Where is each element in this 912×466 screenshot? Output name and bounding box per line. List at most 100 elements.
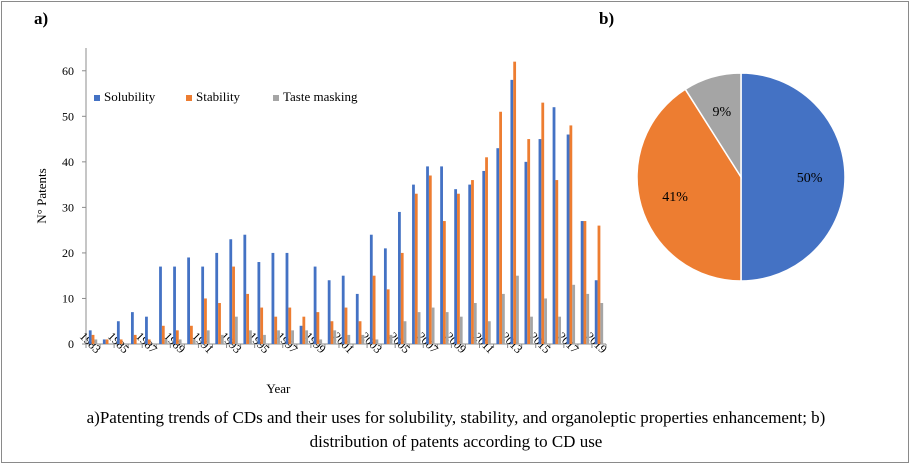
pie-slice-3 [684, 72, 742, 180]
y-tick-label: 50 [62, 109, 74, 123]
bar-stability-2002 [358, 321, 362, 344]
bar-taste-masking-1993 [234, 316, 238, 344]
y-tick-label: 10 [62, 291, 74, 305]
bar-solubility-2008 [440, 166, 443, 344]
bar-taste-masking-2009 [459, 316, 463, 344]
bar-stability-2011 [485, 157, 488, 344]
bar-stability-2013 [513, 61, 517, 345]
bar-solubility-2011 [482, 170, 486, 344]
bar-taste-masking-1988 [164, 339, 168, 344]
bar-taste-masking-1998 [305, 330, 309, 344]
bar-taste-masking-2008 [445, 312, 449, 344]
bar-solubility-2014 [524, 161, 528, 344]
bar-solubility-2015 [538, 139, 542, 344]
bar-taste-masking-2013 [516, 275, 519, 344]
bar-stability-2010 [471, 180, 474, 344]
bar-stability-1988 [161, 325, 165, 344]
bar-stability-2017 [569, 125, 573, 345]
y-tick-label: 0 [68, 337, 74, 351]
bar-taste-masking-2002 [361, 334, 365, 344]
bar-stability-1983 [91, 334, 95, 344]
pie-slice-1 [740, 72, 846, 282]
bar-stability-2006 [414, 193, 418, 344]
bar-stability-1987 [147, 339, 151, 344]
bar-solubility-2006 [412, 184, 415, 344]
bar-stability-1984 [105, 339, 109, 344]
bar-stability-1995 [260, 307, 264, 344]
bar-taste-masking-2017 [572, 284, 576, 344]
bar-stability-2005 [400, 252, 404, 344]
bar-solubility-1986 [130, 312, 134, 344]
pie-chart: 50% 41% 9% [636, 72, 846, 282]
bar-solubility-1991 [201, 266, 205, 344]
bar-solubility-2016 [552, 107, 556, 344]
bar-stability-1996 [274, 316, 278, 344]
bar-stability-1986 [133, 334, 137, 344]
bar-solubility-1989 [173, 266, 176, 344]
bar-taste-masking-2011 [487, 321, 491, 344]
bar-solubility-1998 [299, 325, 303, 344]
pie-label: 41% [662, 190, 688, 205]
bar-taste-masking-2010 [473, 303, 477, 344]
legend-label: Solubility [104, 89, 156, 104]
bar-stability-1994 [246, 293, 250, 344]
bar-taste-masking-1995 [263, 334, 266, 344]
bar-solubility-2010 [468, 184, 472, 344]
bar-stability-1997 [288, 307, 292, 344]
bar-taste-masking-2001 [347, 334, 351, 344]
bar-taste-masking-1994 [249, 330, 252, 344]
bar-taste-masking-2000 [333, 330, 337, 344]
bar-stability-2003 [372, 275, 376, 344]
bar-taste-masking-1990 [192, 339, 196, 344]
bar-taste-masking-1989 [178, 339, 182, 344]
legend-label: Stability [196, 89, 241, 104]
bar-solubility-2007 [426, 166, 429, 344]
pie-label: 9% [713, 105, 732, 120]
bar-stability-1993 [232, 266, 235, 344]
bar-chart-bars [88, 61, 604, 345]
bar-solubility-1984 [102, 339, 106, 344]
y-tick-label: 60 [62, 64, 74, 78]
bar-chart: 0102030405060198319851987198919911993199… [34, 48, 610, 396]
pie-label: 50% [797, 171, 823, 186]
bar-stability-1989 [175, 330, 179, 344]
panel-label-b: b) [599, 9, 615, 28]
bar-stability-2018 [583, 221, 587, 344]
bar-solubility-1996 [271, 252, 275, 344]
caption-line-1: a)Patenting trends of CDs and their uses… [86, 408, 826, 427]
bar-solubility-1987 [145, 316, 148, 344]
y-tick-label: 20 [62, 246, 74, 260]
legend: Solubility Stability Taste masking [94, 89, 358, 104]
bar-taste-masking-2006 [417, 312, 421, 344]
bar-taste-masking-1999 [319, 339, 323, 344]
bar-solubility-1997 [285, 252, 289, 344]
bar-taste-masking-1991 [206, 330, 210, 344]
bar-solubility-1992 [215, 252, 219, 344]
bar-solubility-2005 [398, 211, 401, 344]
bar-stability-1992 [218, 303, 221, 344]
bar-solubility-1999 [313, 266, 317, 344]
bar-stability-1990 [190, 325, 193, 344]
bar-solubility-1993 [229, 239, 233, 344]
bar-solubility-2017 [566, 134, 570, 344]
bar-taste-masking-2015 [544, 298, 547, 344]
bar-stability-2012 [499, 111, 502, 344]
bar-stability-2015 [541, 102, 545, 345]
bar-solubility-1983 [88, 330, 92, 344]
bar-taste-masking-2003 [375, 339, 379, 344]
figure-caption: a)Patenting trends of CDs and their uses… [0, 406, 912, 454]
bar-stability-2004 [386, 289, 390, 344]
bar-taste-masking-1997 [291, 330, 294, 344]
bar-taste-masking-2018 [586, 293, 590, 344]
bar-taste-masking-1992 [220, 334, 224, 344]
bar-taste-masking-2007 [431, 307, 435, 344]
bar-solubility-2002 [355, 293, 359, 344]
bar-stability-2000 [330, 321, 334, 344]
bar-stability-1998 [302, 316, 306, 344]
bar-taste-masking-1996 [277, 330, 280, 344]
bar-solubility-2009 [454, 189, 458, 344]
x-axis-title: Year [266, 381, 291, 396]
caption-line-2: distribution of patents according to CD … [309, 432, 603, 451]
bar-taste-masking-2016 [558, 316, 562, 344]
